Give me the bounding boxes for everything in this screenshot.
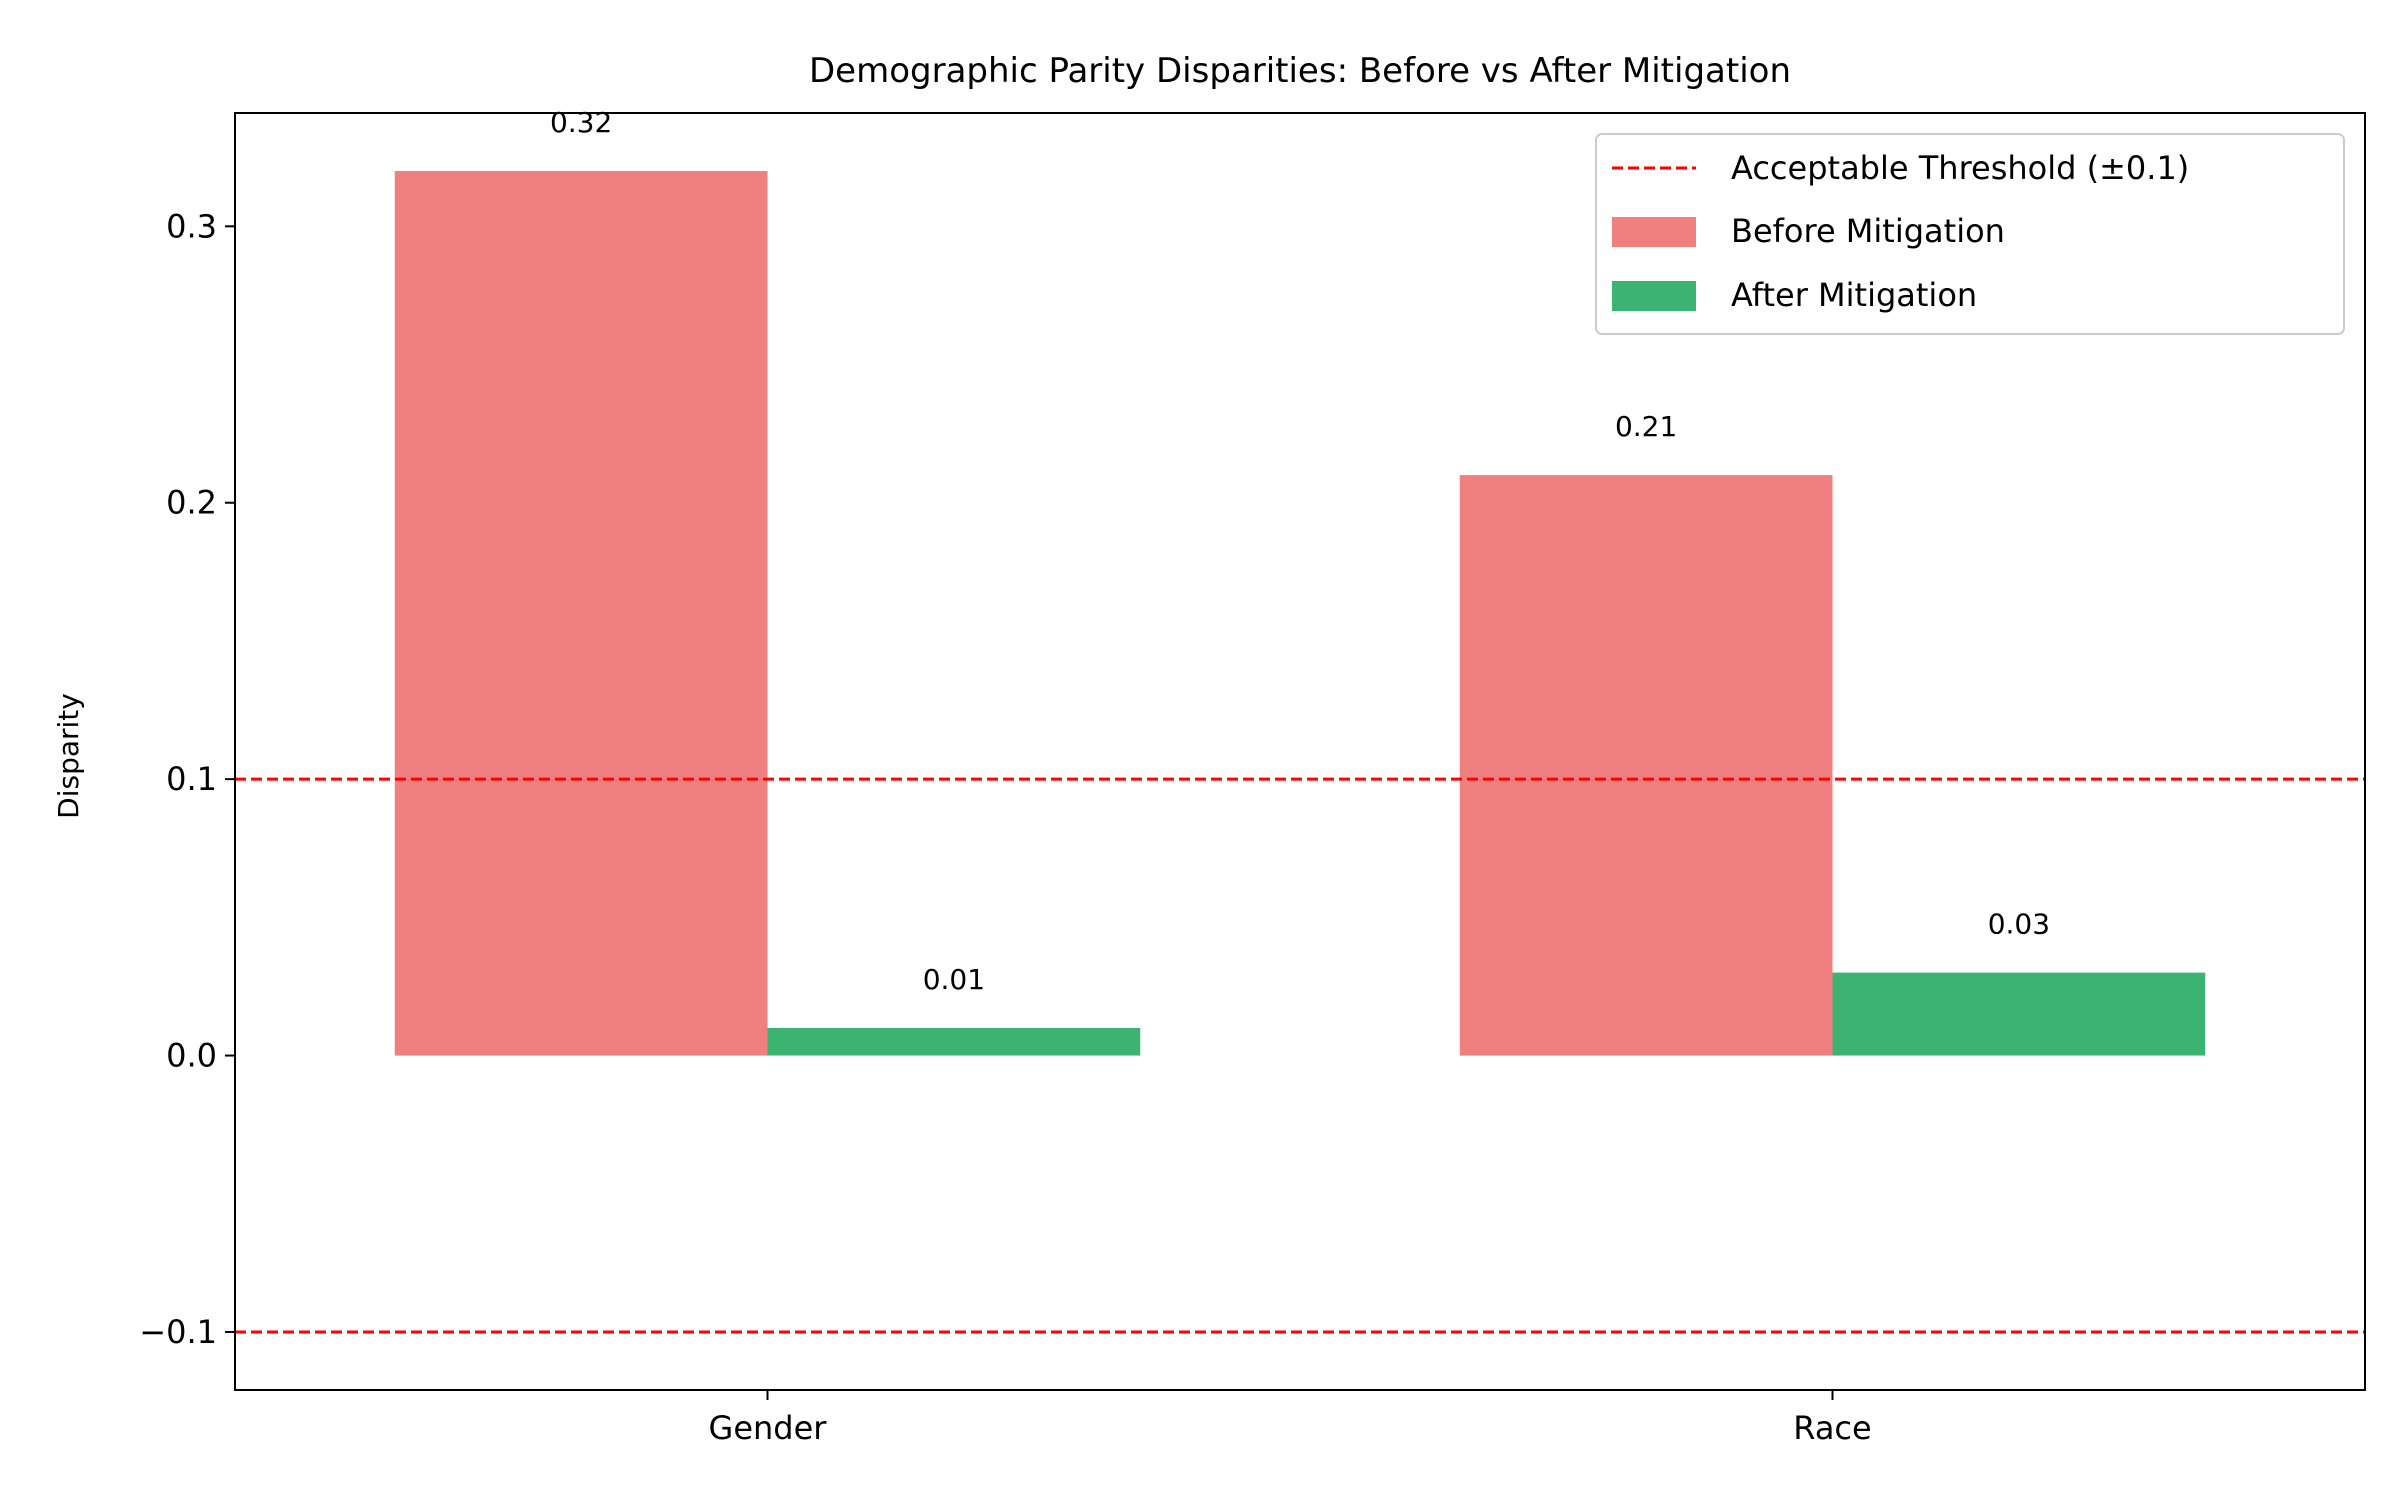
data-label-before-gender: 0.32 bbox=[550, 106, 612, 139]
legend-box bbox=[1595, 133, 2345, 335]
y-tick-label: 0.1 bbox=[166, 760, 217, 798]
legend-after-swatch bbox=[1612, 281, 1696, 311]
bar-before-race bbox=[1459, 475, 1833, 1056]
y-tick-label: −0.1 bbox=[139, 1313, 217, 1351]
y-tick-label: 0.2 bbox=[166, 484, 217, 522]
bar-after-race bbox=[1832, 972, 2206, 1056]
data-label-before-race: 0.21 bbox=[1615, 410, 1677, 443]
legend-before-label: Before Mitigation bbox=[1731, 212, 2005, 250]
data-labels: 0.32 0.21 0.01 0.03 bbox=[550, 106, 2050, 996]
y-axis-label: Disparity bbox=[52, 693, 85, 819]
legend: Acceptable Threshold (±0.1) Before Mitig… bbox=[1595, 133, 2345, 335]
bar-after-gender bbox=[767, 1027, 1141, 1056]
data-label-after-race: 0.03 bbox=[1988, 908, 2050, 941]
y-tick-label: 0.0 bbox=[166, 1037, 217, 1075]
axes-layer: −0.1 0.0 0.1 0.2 0.3 Gender Race bbox=[139, 207, 1871, 1447]
legend-after-label: After Mitigation bbox=[1731, 276, 1977, 314]
legend-threshold-label: Acceptable Threshold (±0.1) bbox=[1731, 149, 2189, 187]
data-label-after-gender: 0.01 bbox=[923, 963, 985, 996]
x-tick-label: Gender bbox=[709, 1409, 828, 1447]
plot-frame bbox=[234, 112, 2366, 1391]
chart-title: Demographic Parity Disparities: Before v… bbox=[809, 51, 1791, 91]
x-tick-label: Race bbox=[1793, 1409, 1871, 1447]
bar-before-gender bbox=[394, 171, 768, 1056]
threshold-layer bbox=[235, 777, 2365, 1334]
bars-layer bbox=[394, 171, 2206, 1056]
legend-before-swatch bbox=[1612, 217, 1696, 247]
y-tick-label: 0.3 bbox=[166, 207, 217, 245]
